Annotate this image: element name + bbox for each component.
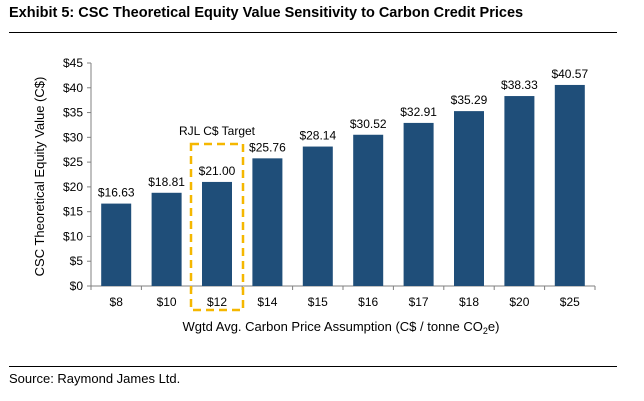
- x-axis-title: Wgtd Avg. Carbon Price Assumption (C$ / …: [183, 319, 500, 336]
- bar-12: [202, 181, 232, 286]
- bar-value-label: $28.14: [299, 129, 336, 143]
- y-tick-label: $40: [63, 81, 83, 95]
- x-axis-title-end: e): [488, 319, 500, 334]
- x-category-label: $18: [459, 295, 479, 309]
- target-annotation: RJL C$ Target: [179, 124, 256, 138]
- bar-value-label: $30.52: [350, 117, 387, 131]
- bar-16: [353, 134, 384, 286]
- x-category-label: $25: [560, 295, 580, 309]
- exhibit-title: Exhibit 5: CSC Theoretical Equity Value …: [9, 5, 524, 21]
- y-tick-label: $25: [63, 155, 83, 169]
- bar-14: [252, 158, 283, 286]
- y-tick-label: $0: [70, 279, 84, 293]
- x-category-label: $8: [110, 295, 124, 309]
- bar-25: [554, 84, 585, 286]
- x-category-label: $20: [509, 295, 529, 309]
- y-tick-label: $45: [63, 56, 83, 70]
- x-axis-title-main: Wgtd Avg. Carbon Price Assumption (C$ / …: [183, 319, 483, 334]
- x-category-label: $10: [157, 295, 177, 309]
- bar-10: [151, 192, 182, 286]
- bar-value-label: $35.29: [451, 93, 488, 107]
- bar-15: [302, 146, 333, 286]
- chart-labels: $0 $5 $10 $15 $20 $25 $30 $35 $40 $45 $16.63 $8 $18.…: [32, 56, 588, 336]
- bar-value-label: $18.81: [148, 175, 185, 189]
- x-category-label: $14: [257, 295, 277, 309]
- target-highlight-box: [189, 142, 245, 312]
- bar-value-label: $32.91: [400, 105, 437, 119]
- bar-value-label: $16.63: [98, 186, 135, 200]
- bar-18: [454, 111, 484, 287]
- y-tick-label: $30: [63, 130, 83, 144]
- title-underline: [9, 32, 617, 33]
- bar-17: [403, 122, 434, 287]
- bar-value-label: $25.76: [249, 140, 286, 154]
- x-category-label: $17: [409, 295, 429, 309]
- bar-8: [101, 203, 132, 286]
- bar-20: [504, 96, 535, 286]
- bar-value-label: $21.00: [199, 164, 236, 178]
- y-tick-label: $10: [63, 229, 83, 243]
- y-tick-label: $5: [70, 254, 84, 268]
- bar-value-label: $38.33: [501, 78, 538, 92]
- y-tick-label: $15: [63, 205, 83, 219]
- x-category-label: $16: [358, 295, 378, 309]
- bar-value-label: $40.57: [551, 67, 588, 81]
- source-divider: [9, 366, 617, 367]
- y-axis-title: CSC Theoretical Equity Value (C$): [32, 77, 47, 277]
- chart-bars: [101, 84, 585, 287]
- y-tick-label: $35: [63, 106, 83, 120]
- x-category-label: $15: [308, 295, 328, 309]
- x-axis-title-subscript: 2: [483, 326, 488, 336]
- x-category-label: $12: [207, 295, 227, 309]
- y-tick-label: $20: [63, 180, 83, 194]
- source-note: Source: Raymond James Ltd.: [9, 371, 181, 386]
